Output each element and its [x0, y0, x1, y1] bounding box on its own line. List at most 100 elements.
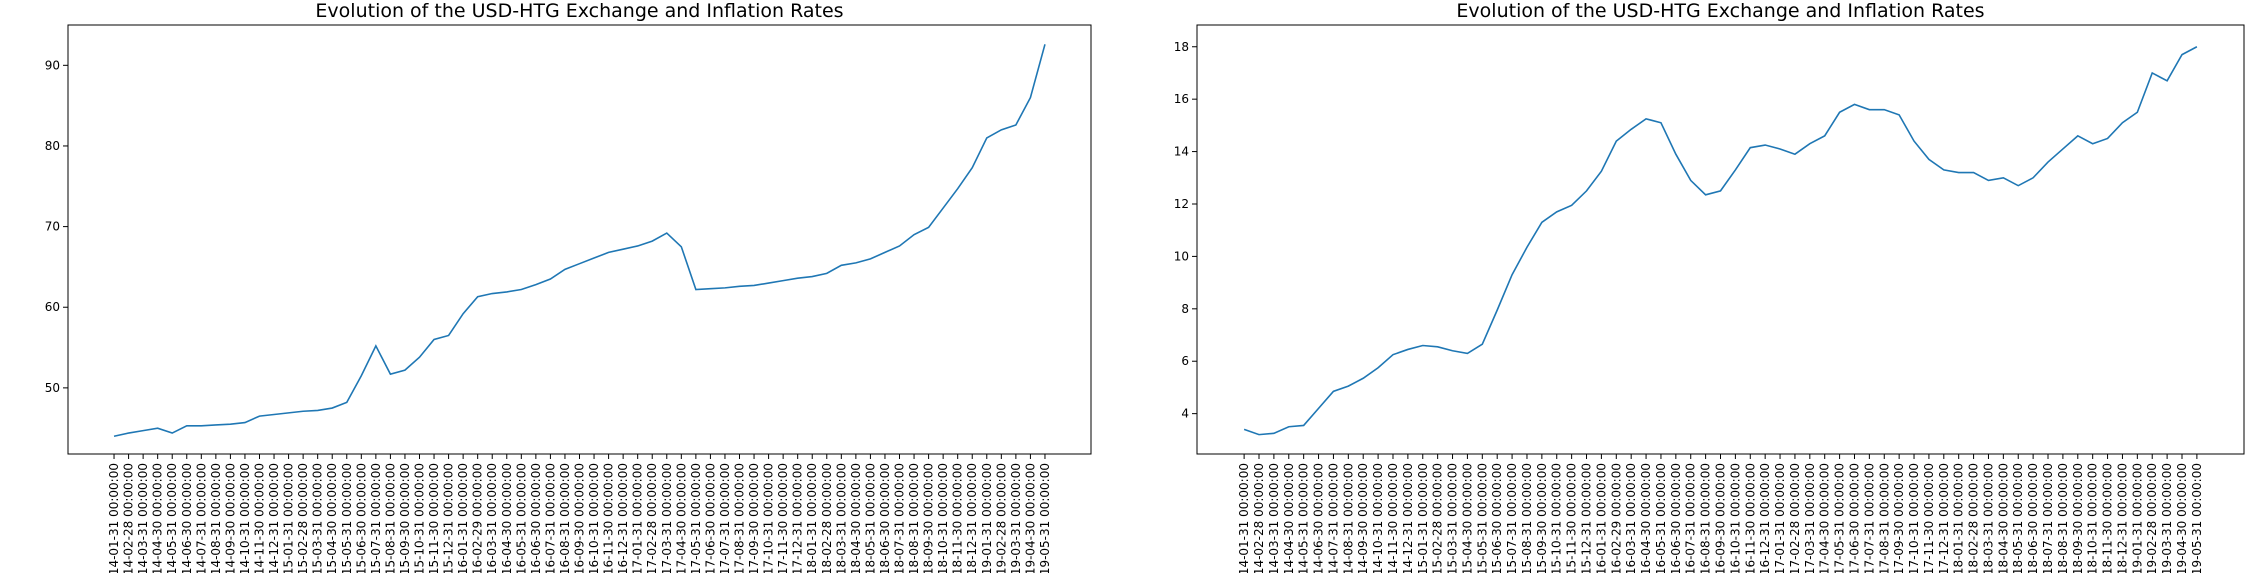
x-tick-label: 2016-10-31 00:00:00 [587, 463, 601, 573]
x-tick-label: 2016-08-31 00:00:00 [1699, 463, 1713, 573]
x-tick-label: 2017-08-31 00:00:00 [733, 463, 747, 573]
x-tick-label: 2016-04-30 00:00:00 [1639, 463, 1653, 573]
x-tick-label: 2016-05-31 00:00:00 [1654, 463, 1668, 573]
x-tick-label: 2019-03-31 00:00:00 [2160, 463, 2174, 573]
x-tick-label: 2015-03-31 00:00:00 [311, 463, 325, 573]
x-tick-label: 2015-10-31 00:00:00 [412, 463, 426, 573]
x-tick-label: 2018-04-30 00:00:00 [849, 463, 863, 573]
x-tick-label: 2016-08-31 00:00:00 [558, 463, 572, 573]
x-tick-label: 2016-02-29 00:00:00 [471, 463, 485, 573]
plot-area [1196, 24, 2245, 455]
y-tick-label: 6 [1181, 354, 1189, 368]
x-tick-label: 2017-04-30 00:00:00 [1818, 463, 1832, 573]
y-tick-label: 10 [1174, 249, 1189, 263]
x-tick-label: 2017-07-31 00:00:00 [718, 463, 732, 573]
x-tick-label: 2014-07-31 00:00:00 [194, 463, 208, 573]
y-tick-label: 8 [1181, 302, 1189, 316]
x-tick-label: 2016-10-31 00:00:00 [1728, 463, 1742, 573]
chart-title: Evolution of the USD-HTG Exchange and In… [315, 0, 843, 22]
x-tick-label: 2018-02-28 00:00:00 [820, 463, 834, 573]
x-tick-label: 2017-09-30 00:00:00 [747, 463, 761, 573]
x-tick-label: 2016-11-30 00:00:00 [1743, 463, 1757, 573]
x-tick-label: 2019-02-28 00:00:00 [2145, 463, 2159, 573]
x-tick-label: 2018-05-31 00:00:00 [2011, 463, 2025, 573]
x-tick-label: 2017-09-30 00:00:00 [1892, 463, 1906, 573]
x-tick-label: 2018-09-30 00:00:00 [2071, 463, 2085, 573]
x-tick-label: 2016-06-30 00:00:00 [1669, 463, 1683, 573]
y-tick-label: 70 [45, 220, 60, 234]
x-tick-label: 2014-06-30 00:00:00 [180, 463, 194, 573]
y-tick-label: 4 [1181, 407, 1189, 421]
x-tick-label: 2016-03-31 00:00:00 [485, 463, 499, 573]
x-tick-label: 2017-07-31 00:00:00 [1862, 463, 1876, 573]
x-tick-label: 2014-10-31 00:00:00 [238, 463, 252, 573]
x-tick-label: 2015-12-31 00:00:00 [442, 463, 456, 573]
x-tick-label: 2015-02-28 00:00:00 [1431, 463, 1445, 573]
x-tick-label: 2018-09-30 00:00:00 [922, 463, 936, 573]
x-tick-label: 2018-11-30 00:00:00 [951, 463, 965, 573]
x-tick-label: 2015-05-31 00:00:00 [1475, 463, 1489, 573]
x-tick-label: 2018-02-28 00:00:00 [1967, 463, 1981, 573]
x-tick-label: 2015-01-31 00:00:00 [1416, 463, 1430, 573]
x-tick-label: 2015-07-31 00:00:00 [369, 463, 383, 573]
data-line [113, 44, 1046, 438]
x-tick-label: 2018-05-31 00:00:00 [863, 463, 877, 573]
x-tick-label: 2014-02-28 00:00:00 [1252, 463, 1266, 573]
x-tick-label: 2017-04-30 00:00:00 [674, 463, 688, 573]
x-tick-label: 2016-03-31 00:00:00 [1624, 463, 1638, 573]
x-tick-label: 2015-11-30 00:00:00 [427, 463, 441, 573]
x-tick-label: 2016-04-30 00:00:00 [500, 463, 514, 573]
x-tick-label: 2017-10-31 00:00:00 [762, 463, 776, 573]
x-tick-label: 2015-12-31 00:00:00 [1580, 463, 1594, 573]
data-line [1243, 46, 2198, 436]
x-tick-label: 2018-08-31 00:00:00 [907, 463, 921, 573]
y-tick-label: 12 [1174, 197, 1189, 211]
x-tick-label: 2017-12-31 00:00:00 [791, 463, 805, 573]
x-tick-label: 2019-05-31 00:00:00 [2190, 463, 2204, 573]
x-tick-label: 2017-11-30 00:00:00 [776, 463, 790, 573]
x-tick-label: 2017-02-28 00:00:00 [645, 463, 659, 573]
x-tick-label: 2018-03-31 00:00:00 [1981, 463, 1995, 573]
x-tick-label: 2017-06-30 00:00:00 [1847, 463, 1861, 573]
x-tick-label: 2014-10-31 00:00:00 [1371, 463, 1385, 573]
x-tick-label: 2016-06-30 00:00:00 [529, 463, 543, 573]
y-tick-label: 60 [45, 300, 60, 314]
x-tick-label: 2014-05-31 00:00:00 [165, 463, 179, 573]
x-tick-label: 2018-11-30 00:00:00 [2101, 463, 2115, 573]
x-tick-label: 2018-08-31 00:00:00 [2056, 463, 2070, 573]
x-tick-label: 2015-03-31 00:00:00 [1446, 463, 1460, 573]
y-tick-label: 90 [45, 58, 60, 72]
x-tick-label: 2017-02-28 00:00:00 [1788, 463, 1802, 573]
x-tick-label: 2016-07-31 00:00:00 [1684, 463, 1698, 573]
x-tick-label: 2019-01-31 00:00:00 [2130, 463, 2144, 573]
x-tick-label: 2016-01-31 00:00:00 [1594, 463, 1608, 573]
x-tick-label: 2014-02-28 00:00:00 [122, 463, 136, 573]
x-tick-label: 2015-04-30 00:00:00 [1460, 463, 1474, 573]
x-tick-label: 2019-04-30 00:00:00 [1023, 463, 1037, 573]
y-tick-label: 50 [45, 381, 60, 395]
x-tick-label: 2016-05-31 00:00:00 [514, 463, 528, 573]
x-tick-label: 2015-04-30 00:00:00 [325, 463, 339, 573]
x-tick-label: 2014-11-30 00:00:00 [1386, 463, 1400, 573]
x-tick-label: 2017-06-30 00:00:00 [703, 463, 717, 573]
x-tick-label: 2014-09-30 00:00:00 [1356, 463, 1370, 573]
x-tick-label: 2015-01-31 00:00:00 [282, 463, 296, 573]
x-tick-label: 2014-03-31 00:00:00 [1267, 463, 1281, 573]
x-tick-label: 2015-02-28 00:00:00 [296, 463, 310, 573]
x-tick-label: 2015-06-30 00:00:00 [1490, 463, 1504, 573]
x-tick-label: 2019-03-31 00:00:00 [1009, 463, 1023, 573]
x-tick-label: 2017-01-31 00:00:00 [631, 463, 645, 573]
x-tick-label: 2016-12-31 00:00:00 [616, 463, 630, 573]
x-tick-label: 2015-09-30 00:00:00 [398, 463, 412, 573]
chart-title: Evolution of the USD-HTG Exchange and In… [1456, 0, 1984, 22]
x-tick-label: 2018-06-30 00:00:00 [878, 463, 892, 573]
x-tick-label: 2019-02-28 00:00:00 [994, 463, 1008, 573]
plot-area [67, 24, 1092, 455]
y-tick-label: 80 [45, 139, 60, 153]
x-tick-label: 2018-10-31 00:00:00 [936, 463, 950, 573]
x-tick-label: 2018-10-31 00:00:00 [2086, 463, 2100, 573]
x-tick-label: 2014-11-30 00:00:00 [252, 463, 266, 573]
x-tick-label: 2016-09-30 00:00:00 [1714, 463, 1728, 573]
x-tick-label: 2016-11-30 00:00:00 [602, 463, 616, 573]
